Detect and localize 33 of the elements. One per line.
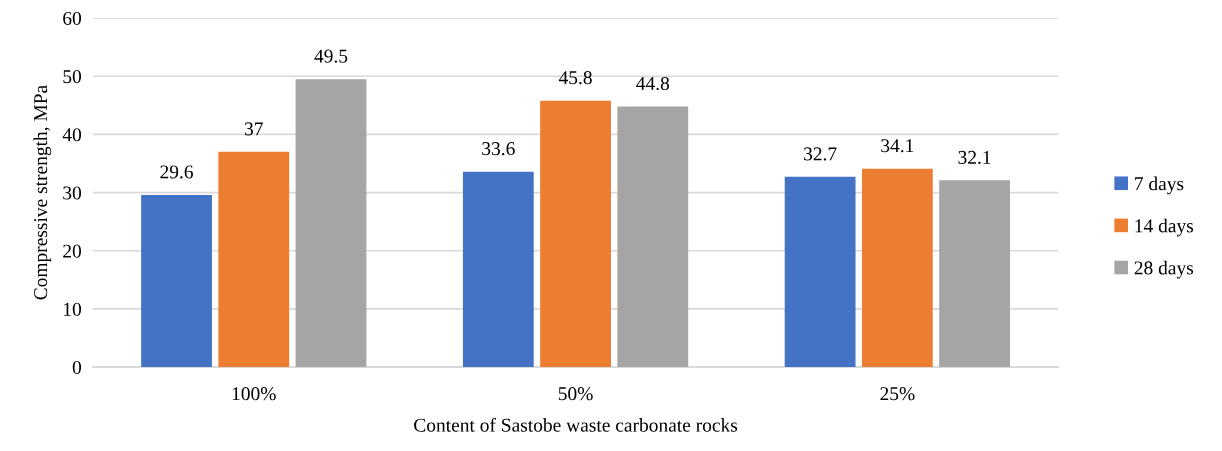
bar <box>861 168 933 368</box>
bar <box>218 151 290 368</box>
legend-label: 7 days <box>1135 176 1184 195</box>
data-label: 49.5 <box>314 49 348 63</box>
y-tick-label: 50 <box>63 70 82 84</box>
data-label: 34.1 <box>881 139 914 153</box>
data-label: 37 <box>244 122 263 136</box>
legend-label: 28 days <box>1134 260 1194 279</box>
data-label: 44.8 <box>636 76 670 91</box>
bar <box>295 79 367 368</box>
bar <box>141 194 212 368</box>
data-label: 32.7 <box>804 147 837 161</box>
y-axis-title: Compressive strength, MPa <box>33 85 52 300</box>
x-axis-title: Content of Sastobe waste carbonate rocks <box>414 417 738 432</box>
x-tick-label: 50% <box>558 387 593 401</box>
x-tick-label: 100% <box>232 387 276 401</box>
y-tick-label: 40 <box>62 128 82 142</box>
y-tick-label: 20 <box>63 244 82 258</box>
data-label: 29.6 <box>160 165 193 179</box>
data-label: 33.6 <box>482 142 515 156</box>
y-tick-label: 10 <box>64 302 82 316</box>
bar <box>617 106 689 368</box>
x-tick-label: 25% <box>880 387 915 401</box>
y-tick-label: 60 <box>63 11 82 25</box>
y-tick-label: 0 <box>72 360 82 375</box>
bar <box>939 180 1010 368</box>
data-label: 32.1 <box>958 150 991 164</box>
bar <box>462 171 534 368</box>
data-label: 45.8 <box>558 71 592 85</box>
bar <box>540 100 611 368</box>
legend-label: 14 days <box>1135 218 1194 237</box>
bar <box>784 176 856 368</box>
y-tick-label: 30 <box>63 186 82 200</box>
